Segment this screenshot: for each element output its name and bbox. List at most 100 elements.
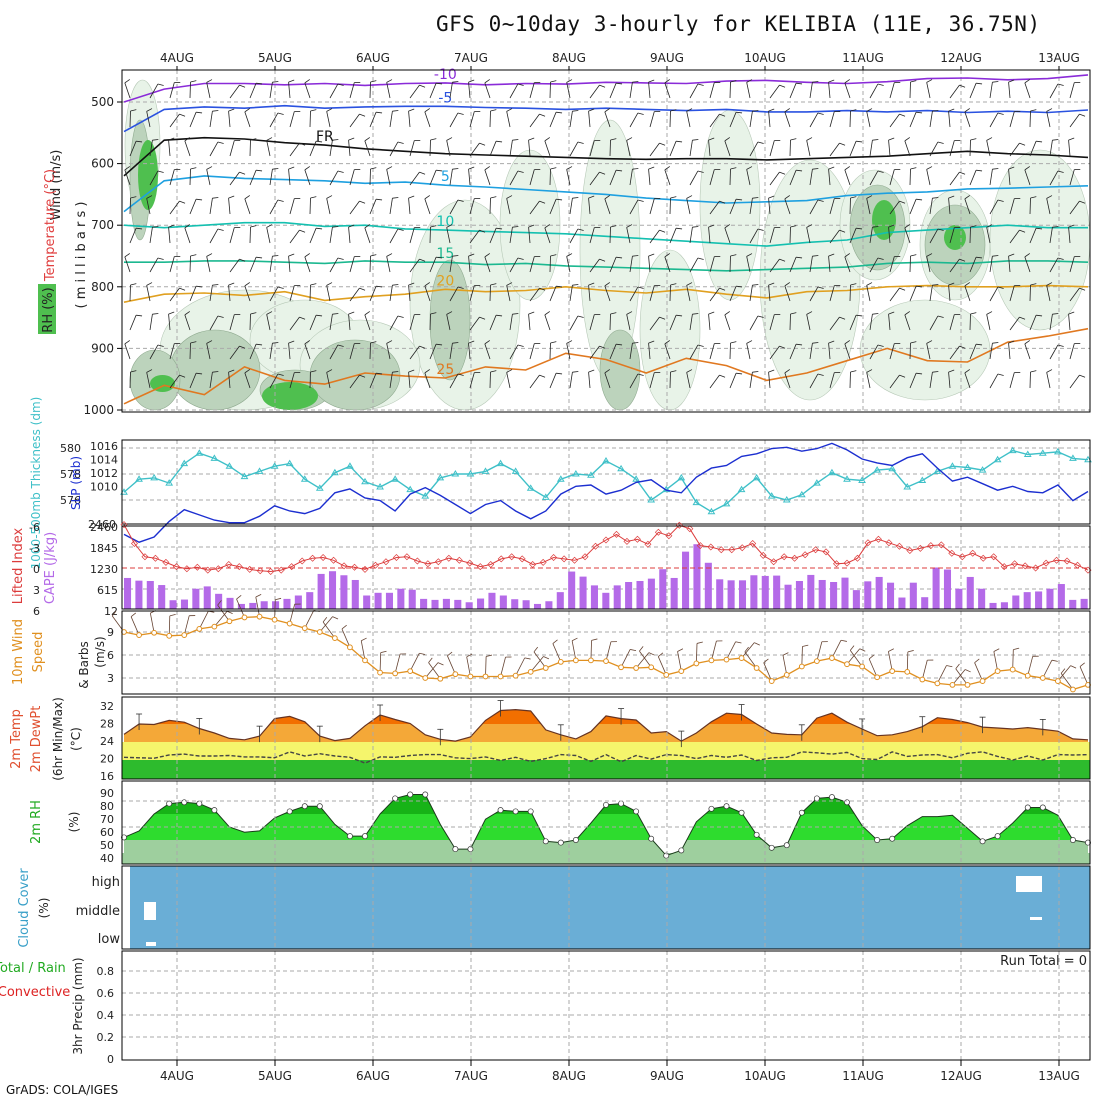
wind-barb	[964, 111, 971, 128]
wind-barb	[926, 253, 933, 257]
wind-barb	[626, 311, 633, 315]
wind-barb	[549, 199, 557, 215]
wind-barb	[730, 254, 737, 257]
lifted-marker	[1011, 560, 1019, 568]
wind-barb	[386, 82, 391, 99]
wind10m-barb	[639, 646, 644, 652]
wind-barb	[588, 285, 591, 302]
lifted-marker	[833, 560, 841, 568]
thickness-marker	[330, 468, 339, 476]
cape-bar	[260, 601, 268, 609]
cape-bar	[727, 580, 735, 609]
wind-barb	[424, 195, 431, 200]
rh-marker	[1039, 804, 1046, 811]
wind-barb	[989, 199, 999, 215]
wind-barb	[1049, 83, 1059, 99]
wind-barb	[812, 342, 819, 344]
wind-barb	[479, 229, 486, 233]
y-axis-label: Speed	[31, 632, 46, 673]
rh-marker	[301, 803, 308, 810]
wind-marker	[316, 629, 323, 635]
lifted-marker	[990, 553, 998, 561]
wind-barb	[899, 113, 906, 117]
wind-barb	[157, 83, 164, 86]
x-tick-label-bottom: 6AUG	[356, 1069, 390, 1083]
wind-barb	[948, 108, 955, 112]
wind-barb	[569, 141, 579, 157]
y-tick-label: 580	[60, 442, 81, 455]
wind-barb	[768, 282, 775, 286]
wind-barb	[506, 369, 513, 373]
wind-barb	[969, 257, 977, 273]
rh-marker	[497, 807, 504, 814]
wind-barb	[910, 80, 917, 83]
wind-barb	[949, 84, 960, 99]
rh-marker	[813, 795, 820, 802]
wind-barb	[389, 315, 399, 331]
wind-barb	[729, 112, 737, 128]
wind-barb	[659, 142, 666, 146]
wind-barb	[648, 253, 655, 257]
wind-barb	[449, 286, 459, 302]
wind-barb	[337, 83, 344, 86]
cape-bar	[932, 567, 940, 609]
wind-barb	[429, 257, 437, 273]
cape-bar	[989, 602, 997, 609]
wind-barb	[719, 200, 726, 204]
wind-barb	[1029, 315, 1037, 331]
rh-marker	[1024, 804, 1031, 811]
x-tick-label-bottom: 10AUG	[744, 1069, 786, 1083]
wind-barb	[708, 227, 711, 244]
wind-barb	[752, 371, 759, 373]
wind-barb	[889, 256, 895, 273]
cape-bar	[340, 575, 348, 609]
wind10m-barb	[831, 640, 842, 659]
wind-barb	[419, 258, 426, 262]
wind-barb	[746, 340, 753, 344]
wind10m-barb	[677, 648, 684, 652]
wind-barb	[149, 344, 159, 360]
wind-barb	[337, 170, 344, 173]
y-tick-label: 32	[100, 700, 114, 713]
wind-barb	[386, 166, 393, 170]
wind-barb	[446, 137, 453, 141]
y-tick-label: 6	[107, 649, 114, 662]
wind-barb	[959, 258, 966, 262]
rh-marker	[346, 833, 353, 840]
lifted-marker	[288, 563, 296, 571]
wind-barb	[1069, 343, 1075, 360]
wind-barb	[250, 138, 257, 141]
wind-barb	[124, 166, 131, 171]
wind-barb	[244, 372, 251, 389]
wind-barb	[239, 345, 246, 349]
wind-barb	[304, 256, 311, 273]
wind-barb	[566, 343, 571, 360]
wind-barb	[989, 373, 999, 389]
wind-barb	[129, 315, 137, 331]
wind-barb	[689, 83, 699, 99]
wind-barb	[629, 373, 639, 389]
wind-barb	[168, 137, 175, 141]
wind-barb	[589, 258, 600, 273]
wind-barb	[1069, 287, 1080, 302]
thickness-marker	[210, 454, 219, 461]
wind-barb	[686, 282, 693, 286]
wind-barb	[484, 82, 491, 99]
wind-marker	[542, 665, 549, 671]
wind-barb	[1057, 257, 1064, 260]
wind-barb	[484, 253, 491, 258]
wind-barb	[844, 253, 851, 258]
wind-barb	[239, 258, 246, 262]
thickness-marker	[812, 479, 821, 486]
wind-barb	[566, 169, 571, 186]
wind10m-barb	[447, 651, 453, 657]
wind-barb	[888, 314, 891, 331]
wind-barb	[1029, 141, 1037, 157]
thickness-marker	[692, 498, 701, 506]
wind-barb	[806, 314, 811, 331]
wind-marker	[964, 682, 971, 688]
wind-barb	[932, 110, 939, 112]
wind-marker	[678, 668, 685, 674]
wind-barb	[566, 253, 573, 257]
wind10m-barb	[955, 663, 960, 669]
